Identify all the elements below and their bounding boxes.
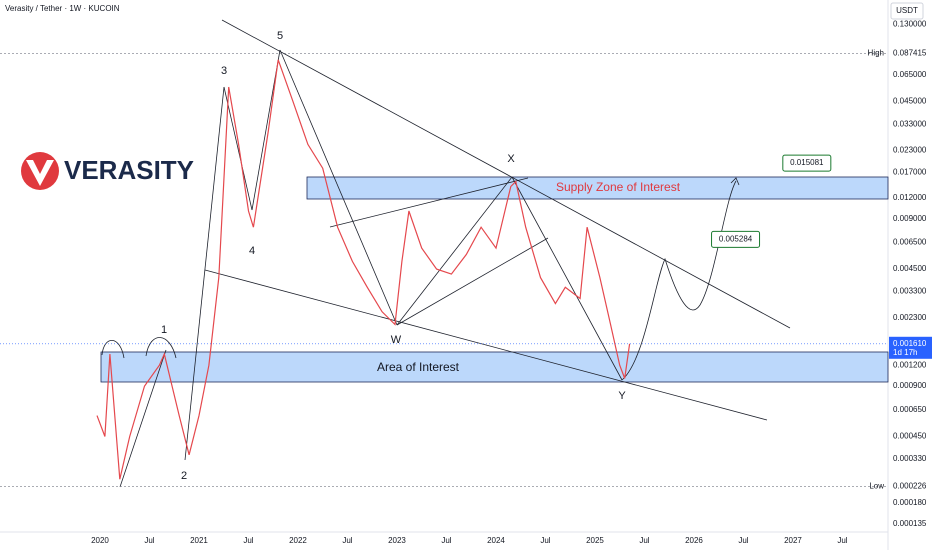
y-tick-label: 0.004500 — [893, 264, 927, 273]
y-tick-label: 0.045000 — [893, 97, 927, 106]
y-tick-label: 0.000900 — [893, 381, 927, 390]
y-tick-label: 0.000135 — [893, 519, 927, 528]
target-box — [782, 154, 832, 172]
zone-label: Area of Interest — [377, 360, 460, 374]
wave-label: 1 — [161, 324, 167, 336]
y-tick-label: 0.000450 — [893, 432, 927, 441]
wave-label: 3 — [221, 65, 227, 77]
target-label: 0.005284 — [719, 234, 753, 243]
supply-zone — [306, 176, 889, 200]
low-value: 0.000226 — [893, 482, 927, 491]
y-tick-label: 0.000180 — [893, 498, 927, 507]
x-tick-label: Jul — [144, 536, 154, 545]
y-tick-label: 0.130000 — [893, 20, 927, 29]
last-price-label: 0.001610 — [893, 339, 927, 348]
y-tick-label: 0.033000 — [893, 119, 927, 128]
low-label: Low — [869, 482, 884, 491]
price-line — [96, 59, 631, 480]
high-value: 0.087415 — [893, 48, 927, 57]
y-tick-label: 0.065000 — [893, 70, 927, 79]
y-tick-label: 0.012000 — [893, 193, 927, 202]
countdown: 1d 17h — [893, 348, 917, 357]
zone-label: Supply Zone of Interest — [556, 180, 681, 194]
y-tick-label: 0.000330 — [893, 454, 927, 463]
last-price-box — [889, 336, 932, 359]
y-tick-label: 0.000650 — [893, 405, 927, 414]
x-tick-label: Jul — [837, 536, 847, 545]
y-tick-label: 0.006500 — [893, 237, 927, 246]
wave-label: X — [507, 153, 515, 165]
y-tick-label: 0.023000 — [893, 146, 927, 155]
x-tick-label: Jul — [243, 536, 253, 545]
y-tick-label: 0.003300 — [893, 287, 927, 296]
x-tick-label: 2026 — [685, 536, 703, 545]
x-tick-label: 2027 — [784, 536, 802, 545]
y-tick-label: 0.009000 — [893, 214, 927, 223]
currency: USDT — [896, 6, 918, 15]
symbol-header: Verasity / Tether · 1W · KUCOIN — [5, 4, 120, 13]
y-tick-label: 0.002300 — [893, 313, 927, 322]
x-tick-label: Jul — [540, 536, 550, 545]
x-tick-label: Jul — [738, 536, 748, 545]
x-tick-label: 2021 — [190, 536, 208, 545]
x-tick-label: Jul — [342, 536, 352, 545]
target-label: 0.015081 — [790, 158, 824, 167]
wave-label: 4 — [249, 245, 255, 257]
logo-text: VERASITY — [64, 155, 194, 185]
x-tick-label: Jul — [441, 536, 451, 545]
x-tick-label: 2023 — [388, 536, 406, 545]
wave-label: Y — [618, 390, 626, 402]
x-tick-label: 2022 — [289, 536, 307, 545]
y-tick-label: 0.017000 — [893, 168, 927, 177]
x-tick-label: 2025 — [586, 536, 604, 545]
area-zone — [100, 351, 889, 383]
y-tick-label: 0.001200 — [893, 360, 927, 369]
wave-label: 5 — [277, 30, 283, 42]
x-tick-label: 2024 — [487, 536, 505, 545]
currency-box[interactable] — [890, 2, 924, 20]
wave-label: 2 — [181, 470, 187, 482]
x-tick-label: 2020 — [91, 536, 109, 545]
wave-label: W — [391, 334, 402, 346]
x-tick-label: Jul — [639, 536, 649, 545]
logo: VERASITY — [18, 113, 197, 227]
high-label: High — [868, 48, 884, 57]
target-box — [711, 230, 761, 248]
